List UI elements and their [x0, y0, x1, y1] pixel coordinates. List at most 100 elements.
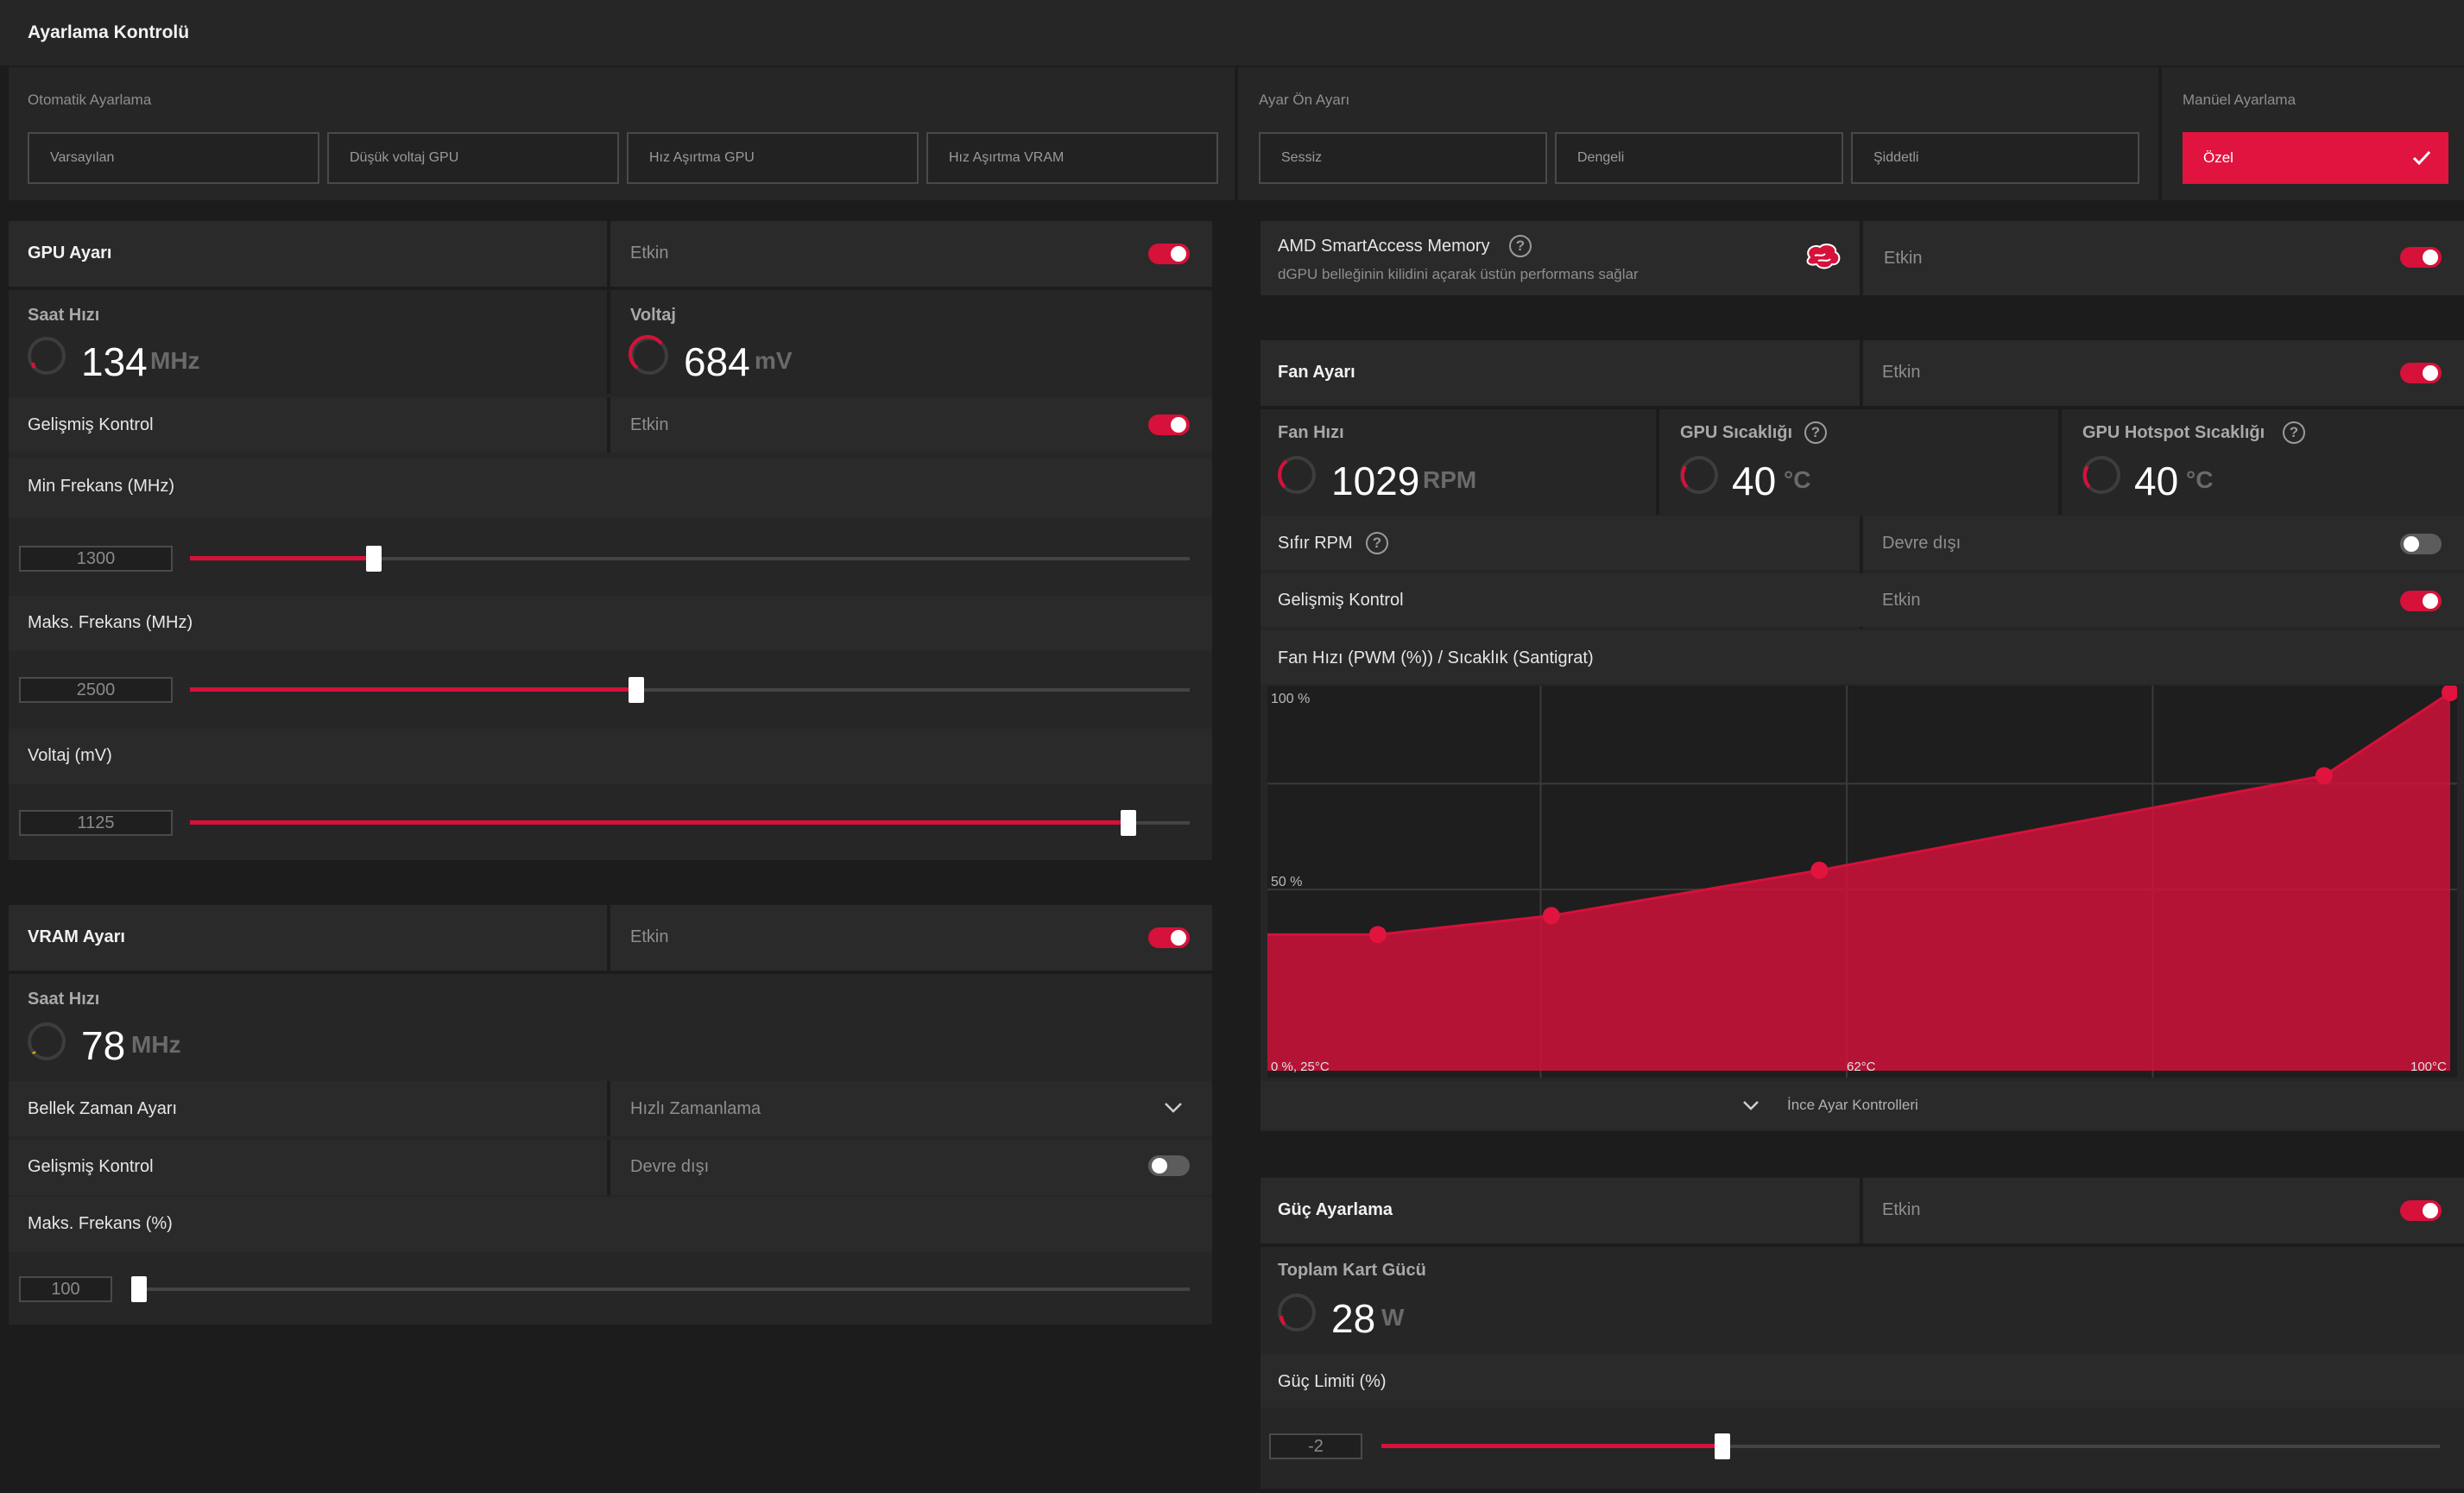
vram-advanced-label: Gelişmiş Kontrol	[28, 1157, 154, 1176]
divider	[607, 1081, 610, 1136]
divider	[9, 971, 1212, 974]
preset-rage-button[interactable]: Şiddetli	[1851, 132, 2139, 184]
fan-curve-svg[interactable]: 100 % 50 % 0 %, 25°C 62°C 100°C	[1267, 684, 2459, 1078]
gpu-temp-gauge	[1680, 456, 1718, 494]
max-freq-slider-thumb[interactable]	[629, 677, 644, 703]
preset-quiet-button[interactable]: Sessiz	[1259, 132, 1547, 184]
memory-timing-label: Bellek Zaman Ayarı	[28, 1099, 178, 1118]
fan-curve-title: Fan Hızı (PWM (%)) / Sıcaklık (Santigrat…	[1278, 648, 1594, 667]
vram-tuning-state: Etkin	[630, 927, 669, 946]
gpu-temp-value: 40	[1732, 459, 1777, 503]
gpu-clock-unit: MHz	[150, 347, 200, 374]
voltage-slider-thumb[interactable]	[1121, 810, 1136, 836]
overclock-gpu-button[interactable]: Hız Aşırtma GPU	[627, 132, 919, 184]
divider	[1860, 1178, 1863, 1243]
power-tuning-toggle[interactable]	[2400, 1200, 2442, 1221]
gpu-voltage-value: 684	[684, 339, 750, 384]
divider	[1860, 340, 1863, 406]
gpu-temp-help-icon[interactable]: ?	[1804, 421, 1827, 444]
page-title: Ayarlama Kontrolü	[28, 22, 190, 42]
fan-speed-unit: RPM	[1423, 466, 1477, 493]
power-limit-input[interactable]: -2	[1269, 1433, 1362, 1459]
hotspot-temp-gauge	[2082, 456, 2120, 494]
gpu-clock-label: Saat Hızı	[28, 306, 100, 325]
fan-speed-gauge	[1278, 456, 1316, 494]
min-freq-label: Min Frekans (MHz)	[28, 477, 175, 496]
sam-toggle[interactable]	[2400, 247, 2442, 268]
vram-clock-unit: MHz	[131, 1031, 181, 1058]
voltage-label: Voltaj (mV)	[28, 746, 112, 765]
title-bar	[0, 0, 2464, 66]
manual-label: Manüel Ayarlama	[2183, 92, 2297, 108]
custom-button[interactable]: Özel	[2183, 132, 2448, 184]
voltage-fill	[190, 820, 1128, 825]
hotspot-temp-unit: °C	[2186, 466, 2214, 493]
undervolt-gpu-button[interactable]: Düşük voltaj GPU	[327, 132, 619, 184]
zero-rpm-help-icon[interactable]: ?	[1366, 532, 1388, 554]
divider	[1260, 406, 2464, 409]
gpu-tuning-toggle[interactable]	[1148, 244, 1190, 264]
fan-curve-point[interactable]	[1368, 926, 1387, 944]
power-limit-fill	[1381, 1444, 1723, 1448]
preset-balanced-button[interactable]: Dengeli	[1555, 132, 1843, 184]
total-power-unit: W	[1381, 1304, 1405, 1331]
power-limit-slider-thumb[interactable]	[1715, 1433, 1730, 1459]
fan-advanced-label: Gelişmiş Kontrol	[1278, 591, 1404, 610]
overclock-vram-button[interactable]: Hız Aşırtma VRAM	[926, 132, 1218, 184]
gpu-tuning-title: GPU Ayarı	[28, 244, 112, 263]
fan-curve-point[interactable]	[2315, 767, 2333, 785]
min-freq-slider-thumb[interactable]	[366, 546, 382, 572]
fan-curve-point[interactable]	[1810, 861, 1829, 879]
fan-speed-value: 1029	[1331, 459, 1420, 503]
fan-advanced-row	[1260, 573, 2464, 627]
gpu-voltage-label: Voltaj	[630, 306, 676, 325]
fine-tune-row[interactable]	[1260, 1081, 2464, 1129]
divider	[607, 397, 610, 452]
power-tuning-title: Güç Ayarlama	[1278, 1200, 1393, 1219]
divider	[607, 221, 610, 394]
voltage-input[interactable]: 1125	[19, 810, 173, 836]
vram-clock-value: 78	[81, 1023, 126, 1068]
gpu-clock-gauge	[28, 337, 66, 375]
min-freq-fill	[190, 556, 373, 560]
divider	[2058, 406, 2062, 515]
gpu-advanced-toggle[interactable]	[1148, 414, 1190, 435]
fan-curve-point[interactable]	[1542, 907, 1560, 925]
vram-max-freq-track	[131, 1287, 1190, 1291]
vram-clock-label: Saat Hızı	[28, 990, 100, 1009]
fine-tune-label[interactable]: İnce Ayar Kontrolleri	[1787, 1097, 1918, 1113]
chevron-down-icon[interactable]	[1164, 1102, 1183, 1114]
hotspot-temp-help-icon[interactable]: ?	[2283, 421, 2305, 444]
vram-clock-gauge	[28, 1022, 66, 1060]
fan-curve-point[interactable]	[2442, 684, 2459, 701]
sam-help-icon[interactable]: ?	[1509, 235, 1532, 257]
max-freq-row	[9, 596, 1212, 651]
fan-advanced-toggle[interactable]	[2400, 591, 2442, 611]
preset-default-button[interactable]: Varsayılan	[28, 132, 319, 184]
power-tuning-state: Etkin	[1882, 1200, 1921, 1219]
vram-tuning-toggle[interactable]	[1148, 927, 1190, 948]
power-limit-label: Güç Limiti (%)	[1278, 1372, 1387, 1391]
vram-max-freq-input[interactable]: 100	[19, 1276, 112, 1302]
vram-max-freq-slider-thumb[interactable]	[131, 1276, 147, 1302]
vram-advanced-toggle[interactable]	[1148, 1155, 1190, 1176]
max-freq-input[interactable]: 2500	[19, 677, 173, 703]
min-freq-row	[9, 458, 1212, 518]
fan-curve-title-row	[1260, 630, 2464, 684]
fan-tuning-toggle[interactable]	[2400, 363, 2442, 383]
max-freq-fill	[190, 687, 637, 692]
fan-curve-area	[1267, 693, 2450, 1071]
fan-speed-label: Fan Hızı	[1278, 423, 1344, 442]
memory-timing-dropdown[interactable]: Hızlı Zamanlama	[630, 1099, 761, 1118]
x-tick-label: 100°C	[2410, 1060, 2447, 1074]
gpu-advanced-state: Etkin	[630, 415, 669, 434]
fan-curve-chart[interactable]: 100 % 50 % 0 %, 25°C 62°C 100°C	[1267, 684, 2459, 1078]
hotspot-temp-value: 40	[2134, 459, 2179, 503]
total-power-label: Toplam Kart Gücü	[1278, 1261, 1426, 1280]
zero-rpm-toggle[interactable]	[2400, 534, 2442, 554]
chevron-down-icon[interactable]	[1742, 1100, 1760, 1110]
divider	[607, 1140, 610, 1195]
min-freq-input[interactable]: 1300	[19, 546, 173, 572]
gpu-voltage-gauge	[629, 335, 668, 375]
vram-advanced-row	[9, 1140, 1212, 1195]
